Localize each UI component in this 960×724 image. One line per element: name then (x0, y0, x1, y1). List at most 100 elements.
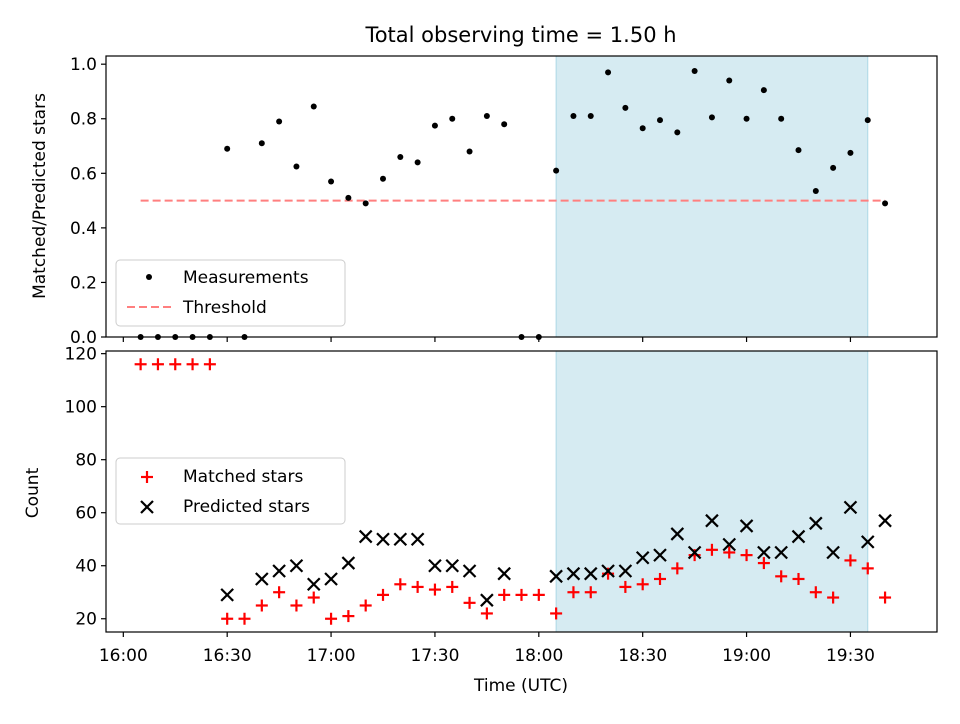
y-tick-label: 0.2 (70, 273, 97, 293)
measurement-point (639, 125, 646, 132)
matched-star-point (550, 607, 563, 620)
matched-star-point (290, 599, 303, 612)
bottom-y-axis-label: Count (23, 467, 43, 518)
matched-star-point (186, 358, 199, 371)
measurement-point (258, 140, 265, 147)
predicted-star-point (757, 545, 771, 560)
matched-star-point (809, 586, 822, 599)
matched-star-point (342, 610, 355, 623)
predicted-star-point (705, 513, 719, 528)
measurement-point (708, 114, 715, 121)
predicted-star-point (566, 566, 581, 581)
predicted-star-point (601, 564, 615, 578)
matched-star-point (359, 599, 372, 612)
predicted-star-point (272, 564, 286, 578)
top-x-ticks (122, 337, 852, 342)
top-axes-frame (105, 55, 938, 338)
predicted-star-point (635, 550, 650, 565)
predicted-star-point (376, 532, 390, 546)
measurement-point (847, 149, 854, 156)
matched-star-point (255, 599, 268, 612)
y-tick-label: 1.0 (70, 55, 97, 75)
predicted-star-point (428, 558, 442, 573)
bottom-legend-box (115, 457, 346, 525)
measurement-point (310, 103, 317, 110)
x-tick-label: 19:00 (722, 646, 771, 666)
matched-star-point (463, 596, 476, 609)
predicted-star-point (306, 577, 321, 592)
matched-star-point (151, 358, 164, 371)
y-tick-label: 0.4 (70, 219, 97, 239)
matched-star-point (827, 591, 840, 604)
matched-star-point (792, 572, 805, 585)
chart-title: Total observing time = 1.50 h (364, 23, 676, 47)
top-y-ticks: 0.0 0.2 0.4 0.6 0.8 1.0 (70, 55, 106, 348)
x-tick-label: 16:30 (203, 646, 252, 666)
predicted-star-point (324, 572, 338, 586)
predicted-star-point (289, 558, 304, 573)
y-tick-label: 20 (75, 610, 97, 630)
matched-star-point (394, 578, 407, 591)
measurement-point (345, 194, 352, 201)
predicted-star-point (826, 545, 840, 560)
measurement-point (397, 153, 404, 160)
y-tick-label: 0.8 (70, 110, 97, 130)
measurement-point (362, 200, 369, 207)
y-tick-label: 0.6 (70, 164, 97, 184)
measurement-point (414, 159, 421, 166)
predicted-star-point (670, 527, 685, 541)
x-tick-label: 18:00 (514, 646, 563, 666)
measurement-point (743, 115, 750, 122)
bottom-x-ticks: 16:00 16:30 17:00 17:30 18:00 18:30 19:00 19:30 (99, 632, 875, 666)
matched-star-point (879, 591, 892, 604)
top-points (137, 68, 889, 340)
matched-star-point (428, 583, 441, 596)
matched-star-point (325, 612, 338, 625)
legend-matched-label: Matched stars (183, 467, 303, 487)
x-tick-label: 19:30 (826, 646, 875, 666)
y-tick-label: 0.0 (70, 328, 97, 348)
legend-predicted-marker (140, 500, 154, 514)
x-tick-label: 17:30 (410, 646, 459, 666)
bottom-y-ticks: 20 40 60 80 100 120 (65, 345, 106, 630)
matched-star-point (723, 546, 736, 559)
matched-star-point (654, 572, 666, 585)
measurement-point (276, 118, 283, 125)
measurement-point (726, 77, 733, 84)
top-panel: 0.0 0.2 0.4 0.6 0.8 1.0 Matched/Predicted sta… (30, 55, 938, 348)
matched-star-point (446, 580, 459, 593)
measurement-point (864, 117, 871, 124)
measurement-point (674, 129, 681, 136)
x-axis-label: Time (UTC) (473, 676, 568, 696)
bottom-axes-frame (105, 350, 938, 633)
top-legend-box (115, 259, 346, 327)
predicted-star-point (791, 529, 806, 544)
predicted-star-point (739, 519, 754, 533)
matched-star-point (775, 570, 788, 583)
bottom-legend: Matched stars Predicted stars (115, 457, 346, 525)
measurement-point (553, 167, 560, 174)
bottom-panel: 20 40 60 80 100 120 16:00 16:30 17:00 17:30 18:00… (23, 345, 938, 696)
y-tick-label: 120 (65, 345, 97, 365)
matched-star-point (619, 580, 632, 593)
predicted-star-point (549, 569, 563, 584)
measurement-point (605, 69, 612, 76)
legend-predicted-label: Predicted stars (183, 497, 310, 517)
matched-star-point (532, 588, 545, 601)
predicted-star-point (462, 564, 477, 578)
matched-star-point (480, 607, 493, 620)
matched-star-point (203, 358, 216, 371)
top-y-axis-label: Matched/Predicted stars (30, 93, 50, 299)
matched-star-point (636, 578, 649, 591)
matched-star-point (169, 358, 182, 371)
measurement-point (570, 113, 577, 120)
predicted-star-point (774, 545, 788, 560)
y-tick-label: 40 (75, 557, 97, 577)
x-tick-label: 18:30 (618, 646, 667, 666)
measurement-point (882, 200, 889, 207)
measurement-point (795, 147, 802, 154)
measurement-point (812, 188, 819, 195)
measurement-point (622, 104, 629, 111)
measurement-point (380, 175, 386, 182)
measurement-point (466, 148, 473, 155)
